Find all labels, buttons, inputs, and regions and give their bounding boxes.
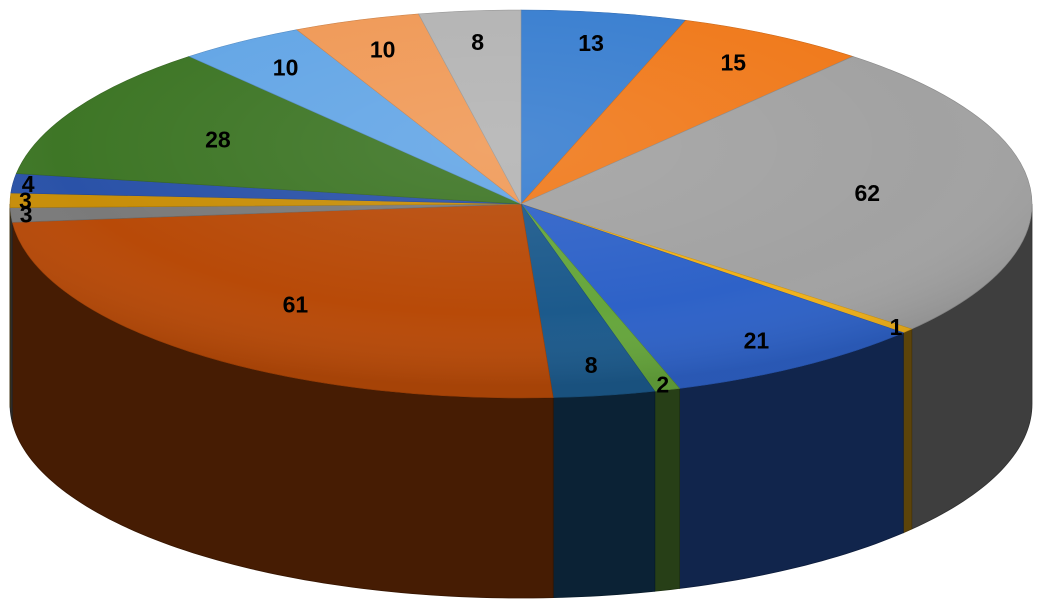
pie-slice-side-6 [552,390,656,599]
pie-label-3: 1 [890,314,903,340]
pie-label-6: 8 [585,352,598,378]
pie-slice-side-3 [902,328,913,534]
pie-label-10: 4 [22,171,35,197]
pie-label-13: 10 [370,37,396,63]
pie-slice-side-5 [654,387,680,592]
pie-label-5: 2 [656,371,669,397]
pie-label-11: 28 [205,127,231,153]
pie-label-0: 13 [578,30,604,56]
pie-label-8: 3 [20,202,33,228]
pie-label-9: 3 [19,187,32,213]
pie-label-7: 61 [283,291,309,317]
pie-label-1: 15 [721,49,747,75]
pie-label-4: 21 [744,327,770,353]
pie-label-12: 10 [273,55,299,81]
pie-label-2: 62 [855,180,881,206]
pie-label-14: 8 [471,29,484,55]
